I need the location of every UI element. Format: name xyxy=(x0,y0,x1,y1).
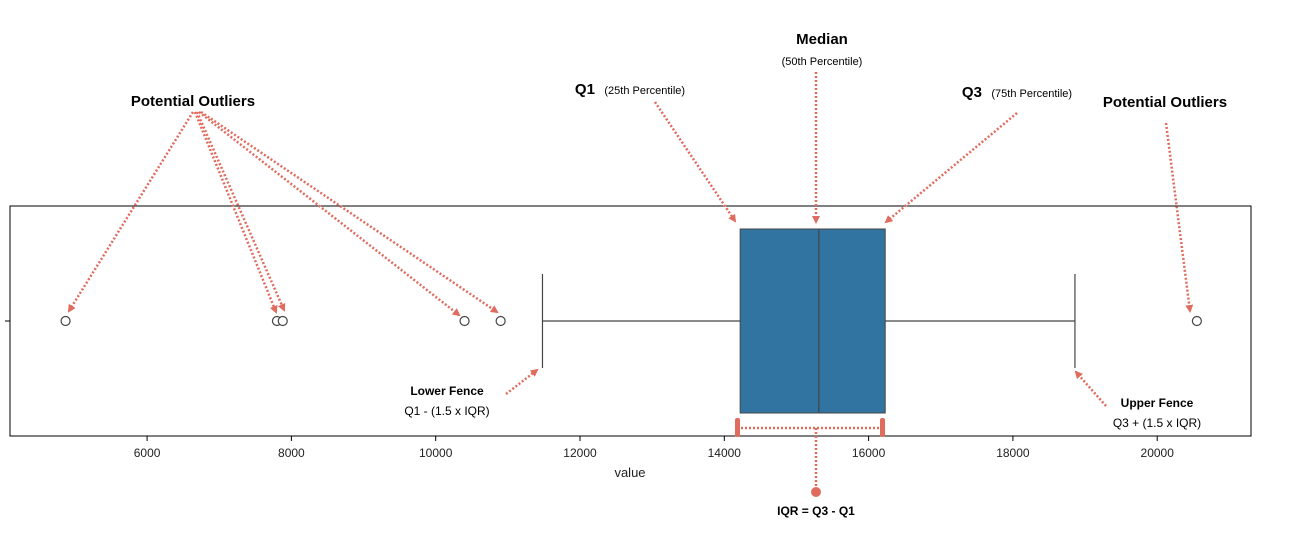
outliers-right-title: Potential Outliers xyxy=(1103,94,1227,111)
x-tick-label: 6000 xyxy=(134,446,161,460)
x-tick-label: 10000 xyxy=(419,446,453,460)
q1-label: Q1 (25th Percentile) xyxy=(575,81,685,98)
x-axis-ticks: 6000 8000 10000 12000 14000 16000 18000 20000 xyxy=(134,436,1174,460)
q1-title: Q1 xyxy=(575,81,595,98)
whiskers xyxy=(541,274,1076,368)
x-tick-label: 20000 xyxy=(1141,446,1175,460)
median-title: Median xyxy=(796,31,848,48)
arrow-outlier-4 xyxy=(198,111,461,317)
arrow-upper-fence xyxy=(1074,370,1107,407)
outliers xyxy=(60,315,1202,327)
lower-fence-title: Lower Fence xyxy=(410,384,484,398)
iqr-box xyxy=(739,228,886,414)
q3-subtitle: (75th Percentile) xyxy=(991,88,1072,100)
arrow-q1 xyxy=(653,101,737,223)
outliers-left-title: Potential Outliers xyxy=(131,93,255,110)
arrow-q3 xyxy=(884,112,1018,224)
outlier-point-6 xyxy=(1191,315,1202,327)
iqr-stem-dot xyxy=(811,487,821,497)
arrow-outlier-3 xyxy=(195,111,286,312)
outlier-point-4 xyxy=(459,315,470,327)
box xyxy=(739,228,886,414)
q1-subtitle: (25th Percentile) xyxy=(604,85,685,97)
x-tick-label: 12000 xyxy=(563,446,597,460)
annotation-arrows xyxy=(67,72,1194,497)
x-tick-label: 16000 xyxy=(852,446,886,460)
upper-fence-formula: Q3 + (1.5 x IQR) xyxy=(1113,416,1201,430)
median-subtitle: (50th Percentile) xyxy=(782,56,863,68)
x-axis-label: value xyxy=(614,465,645,480)
iqr-label: IQR = Q3 - Q1 xyxy=(777,504,855,518)
upper-fence-title: Upper Fence xyxy=(1121,396,1194,410)
outlier-point-3 xyxy=(277,315,288,327)
arrow-lower-fence xyxy=(505,368,539,395)
q3-title: Q3 xyxy=(962,84,982,101)
outlier-point-1 xyxy=(60,315,71,327)
arrow-outlier-5 xyxy=(200,110,499,314)
arrow-outlier-right xyxy=(1164,122,1194,313)
q3-label: Q3 (75th Percentile) xyxy=(962,84,1072,101)
x-tick-label: 8000 xyxy=(278,446,305,460)
arrow-outlier-2 xyxy=(193,111,278,314)
iqr-bracket-right-end xyxy=(880,418,885,437)
outlier-point-5 xyxy=(495,315,506,327)
x-tick-label: 18000 xyxy=(996,446,1030,460)
iqr-bracket-left-end xyxy=(735,418,740,437)
arrow-outlier-1 xyxy=(67,111,195,313)
x-tick-label: 14000 xyxy=(708,446,742,460)
lower-fence-formula: Q1 - (1.5 x IQR) xyxy=(404,404,489,418)
